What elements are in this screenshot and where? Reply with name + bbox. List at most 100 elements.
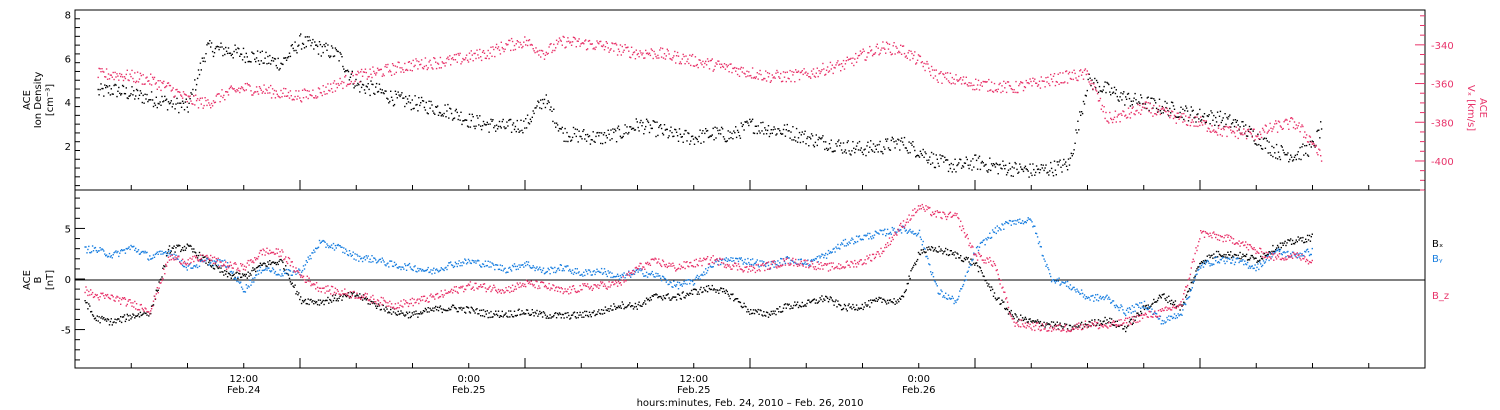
- by-point: [423, 270, 426, 272]
- vx-point: [500, 41, 502, 43]
- density-point: [1038, 172, 1041, 174]
- bx-point: [1098, 324, 1101, 326]
- vx-point: [137, 81, 140, 83]
- density-point: [850, 154, 852, 156]
- vx-point: [278, 96, 280, 98]
- density-point: [693, 143, 696, 145]
- bx-point: [975, 262, 978, 264]
- by-point: [242, 291, 245, 293]
- by-point: [380, 261, 382, 263]
- bx-point: [1271, 250, 1273, 253]
- density-point: [1079, 111, 1081, 113]
- vx-point: [324, 93, 326, 95]
- density-point: [786, 123, 788, 126]
- vx-point: [940, 71, 942, 73]
- vx-point: [1082, 78, 1085, 80]
- vx-point: [1079, 70, 1081, 72]
- by-point: [118, 255, 120, 258]
- by-point: [264, 269, 266, 271]
- by-point: [355, 259, 357, 261]
- vx-point: [1287, 123, 1289, 125]
- density-point: [97, 88, 99, 91]
- bx-point: [274, 261, 277, 264]
- bx-point: [232, 274, 234, 276]
- density-point: [707, 136, 710, 139]
- vx-point: [162, 82, 164, 85]
- vx-point: [894, 53, 896, 55]
- vx-point: [526, 44, 529, 47]
- density-point: [958, 162, 960, 164]
- density-point: [814, 141, 817, 144]
- density-point: [668, 135, 670, 137]
- bx-point: [319, 299, 322, 301]
- by-point: [165, 252, 168, 255]
- by-point: [311, 252, 313, 254]
- by-point: [482, 263, 485, 266]
- vx-point: [626, 46, 628, 49]
- bx-point: [386, 308, 388, 310]
- vx-point: [491, 55, 493, 57]
- vx-point: [829, 61, 832, 64]
- vx-point: [480, 56, 482, 58]
- vx-point: [727, 64, 729, 67]
- vx-point: [408, 61, 411, 63]
- density-point: [139, 90, 142, 92]
- bx-point: [210, 266, 213, 268]
- density-point: [746, 120, 748, 122]
- vx-point: [650, 48, 652, 50]
- by-point: [565, 266, 567, 268]
- bx-point: [787, 304, 789, 306]
- density-point: [678, 128, 681, 130]
- density-point: [741, 125, 743, 128]
- bx-point: [155, 289, 157, 291]
- bx-point: [1066, 328, 1069, 330]
- vx-point: [163, 80, 165, 83]
- by-point: [259, 266, 262, 269]
- bx-point: [1069, 324, 1072, 327]
- bx-point: [300, 296, 302, 298]
- vx-point: [1173, 114, 1176, 117]
- density-point: [1071, 155, 1073, 157]
- density-point: [113, 84, 115, 87]
- density-point: [1187, 120, 1190, 122]
- density-point: [587, 136, 590, 138]
- by-point: [236, 280, 238, 283]
- vx-point: [402, 69, 404, 71]
- bx-point: [411, 312, 413, 314]
- bx-point: [836, 306, 838, 308]
- vx-point: [932, 77, 935, 79]
- density-point: [881, 151, 883, 153]
- bx-point: [911, 268, 913, 270]
- by-point: [433, 267, 435, 269]
- vx-point: [779, 77, 781, 79]
- bx-point: [1125, 327, 1128, 329]
- bx-point: [471, 307, 473, 309]
- density-point: [666, 128, 668, 131]
- by-point: [559, 264, 562, 266]
- bx-point: [744, 305, 746, 308]
- bx-point: [303, 300, 306, 302]
- bx-point: [181, 247, 184, 249]
- vx-point: [1220, 128, 1222, 130]
- density-point: [480, 125, 482, 127]
- density-point: [179, 102, 181, 104]
- vx-point: [530, 43, 532, 46]
- bx-point: [647, 298, 650, 300]
- by-point: [950, 297, 952, 300]
- density-point: [1122, 93, 1124, 95]
- density-point: [1309, 140, 1312, 143]
- by-point: [754, 262, 757, 264]
- bx-point: [327, 296, 329, 299]
- bx-point: [1100, 322, 1102, 325]
- density-point: [107, 92, 110, 94]
- by-point: [202, 260, 204, 263]
- density-point: [496, 128, 499, 130]
- bx-point: [1200, 261, 1203, 263]
- vx-point: [301, 89, 304, 91]
- bx-point: [208, 261, 210, 264]
- bx-point: [809, 301, 811, 303]
- by-point: [923, 247, 925, 249]
- by-point: [679, 284, 682, 286]
- density-point: [1002, 160, 1004, 162]
- bx-point: [658, 296, 660, 298]
